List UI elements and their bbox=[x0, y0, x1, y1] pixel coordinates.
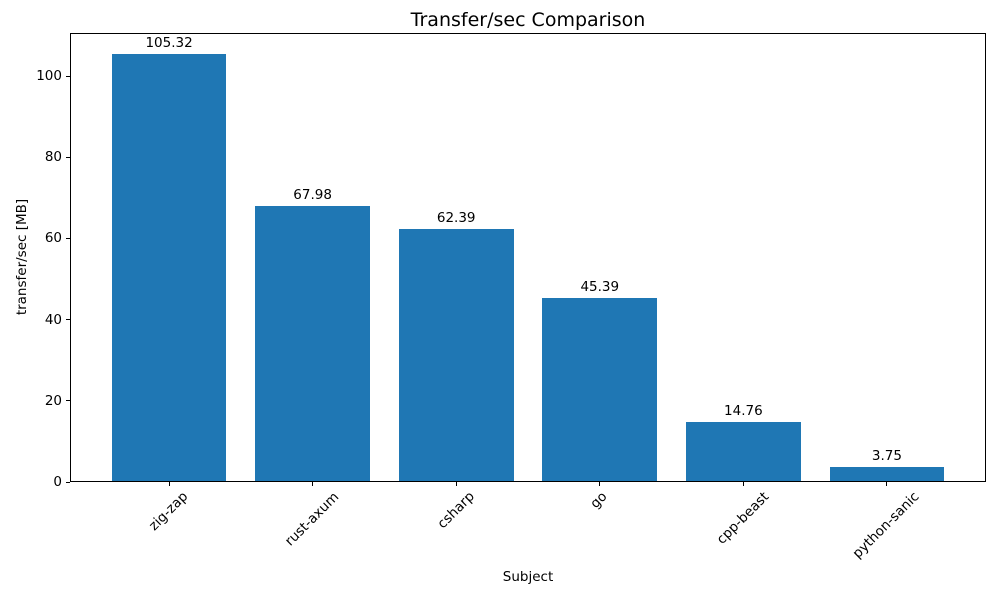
y-tick-label: 40 bbox=[44, 311, 62, 328]
bar-value-label: 3.75 bbox=[871, 447, 902, 464]
x-tick-mark bbox=[168, 482, 170, 486]
y-tick-mark bbox=[66, 481, 70, 483]
bar bbox=[829, 466, 945, 482]
bar bbox=[398, 228, 514, 482]
y-tick-mark bbox=[66, 75, 70, 77]
x-tick-label: zig-zap bbox=[145, 488, 192, 535]
chart-title: Transfer/sec Comparison bbox=[410, 9, 646, 31]
x-tick-mark bbox=[455, 482, 457, 486]
x-tick-label: cpp-beast bbox=[713, 488, 773, 548]
y-tick-label: 20 bbox=[44, 392, 62, 409]
bar-value-label: 62.39 bbox=[436, 209, 476, 226]
y-tick-mark bbox=[66, 319, 70, 321]
plot-area bbox=[70, 33, 986, 482]
y-tick-mark bbox=[66, 156, 70, 158]
bar-value-label: 45.39 bbox=[580, 278, 620, 295]
x-tick-label: rust-axum bbox=[282, 488, 343, 550]
y-axis-label: transfer/sec [MB] bbox=[14, 198, 30, 316]
y-tick-mark bbox=[66, 237, 70, 239]
x-tick-mark bbox=[742, 482, 744, 486]
y-tick-label: 100 bbox=[36, 68, 62, 85]
bar bbox=[542, 297, 658, 482]
y-tick-label: 80 bbox=[44, 149, 62, 166]
bar bbox=[685, 422, 801, 482]
x-tick-label: csharp bbox=[434, 488, 478, 533]
x-tick-mark bbox=[599, 482, 601, 486]
x-tick-mark bbox=[312, 482, 314, 486]
x-tick-label: go bbox=[587, 488, 611, 513]
bar-value-label: 105.32 bbox=[145, 35, 193, 52]
bar bbox=[111, 54, 227, 482]
bar-value-label: 14.76 bbox=[724, 403, 763, 420]
y-tick-label: 60 bbox=[44, 230, 62, 247]
bar-value-label: 67.98 bbox=[293, 187, 332, 204]
x-tick-mark bbox=[886, 482, 888, 486]
y-tick-mark bbox=[66, 400, 70, 402]
x-axis-label: Subject bbox=[502, 569, 554, 585]
x-tick-label: python-sanic bbox=[849, 488, 923, 562]
y-tick-label: 0 bbox=[53, 474, 62, 490]
bar bbox=[255, 206, 371, 482]
